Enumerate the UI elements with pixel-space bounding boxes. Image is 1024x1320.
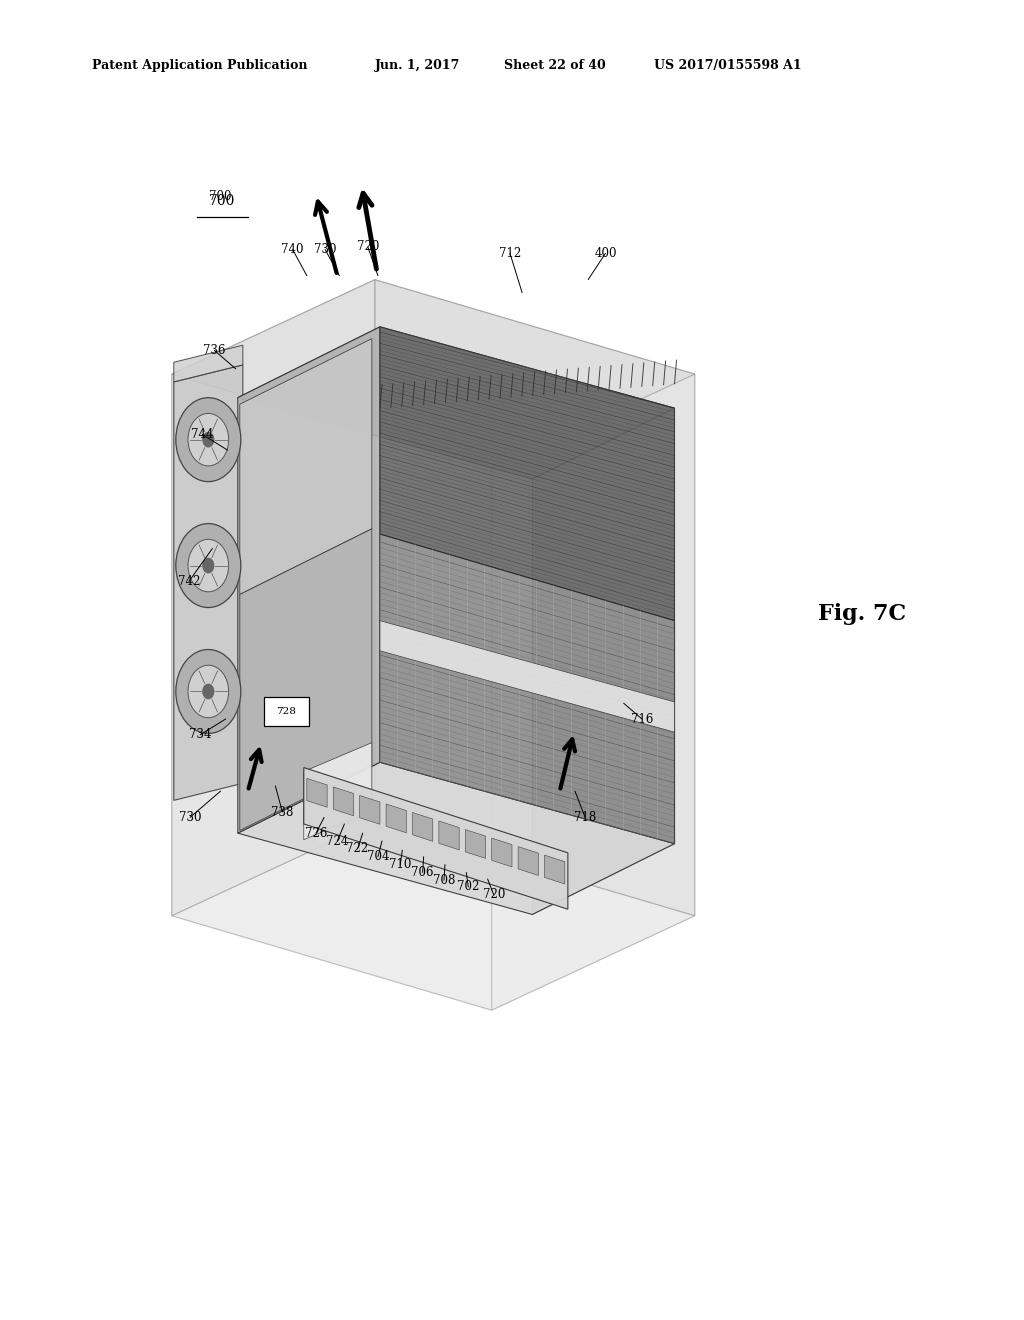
Text: 738: 738 — [271, 805, 294, 818]
Polygon shape — [545, 855, 565, 884]
Polygon shape — [238, 327, 380, 833]
Polygon shape — [172, 280, 375, 916]
Polygon shape — [518, 846, 539, 875]
Text: 722: 722 — [346, 842, 369, 855]
Text: 718: 718 — [574, 810, 596, 824]
Polygon shape — [307, 779, 327, 808]
Text: 736: 736 — [203, 345, 225, 356]
Circle shape — [202, 557, 214, 573]
Polygon shape — [304, 767, 568, 909]
Polygon shape — [174, 346, 243, 381]
Text: 716: 716 — [631, 713, 653, 726]
Text: Patent Application Publication: Patent Application Publication — [91, 59, 307, 73]
Text: 724: 724 — [326, 834, 348, 847]
Text: 710: 710 — [389, 858, 412, 871]
Polygon shape — [413, 813, 433, 841]
Text: 728: 728 — [276, 706, 297, 715]
Polygon shape — [238, 327, 675, 479]
Text: 730: 730 — [179, 810, 202, 824]
Polygon shape — [492, 374, 695, 1010]
Text: 400: 400 — [594, 247, 616, 260]
Polygon shape — [532, 408, 675, 915]
Text: Jun. 1, 2017: Jun. 1, 2017 — [375, 59, 460, 73]
Polygon shape — [238, 763, 675, 915]
Polygon shape — [465, 829, 485, 858]
Text: 702: 702 — [457, 880, 479, 894]
Polygon shape — [172, 280, 695, 469]
Polygon shape — [333, 787, 353, 816]
Polygon shape — [439, 821, 459, 850]
Polygon shape — [240, 529, 372, 830]
Text: 726: 726 — [305, 826, 327, 840]
Polygon shape — [375, 280, 695, 916]
Circle shape — [188, 540, 228, 591]
Polygon shape — [380, 327, 675, 620]
Polygon shape — [240, 339, 372, 594]
Text: 700: 700 — [209, 194, 236, 209]
Text: 712: 712 — [499, 247, 521, 260]
Polygon shape — [172, 374, 492, 1010]
Polygon shape — [304, 743, 372, 840]
Text: Sheet 22 of 40: Sheet 22 of 40 — [504, 59, 605, 73]
Text: 730: 730 — [314, 243, 336, 256]
Polygon shape — [380, 620, 675, 733]
Text: 708: 708 — [433, 874, 455, 887]
Text: 734: 734 — [189, 729, 211, 742]
Polygon shape — [386, 804, 407, 833]
Text: 742: 742 — [178, 574, 201, 587]
Text: US 2017/0155598 A1: US 2017/0155598 A1 — [654, 59, 802, 73]
Circle shape — [176, 397, 241, 482]
Circle shape — [202, 432, 214, 447]
Polygon shape — [492, 838, 512, 867]
Bar — [264, 697, 309, 726]
Text: 700: 700 — [209, 190, 231, 203]
Polygon shape — [359, 796, 380, 824]
Text: Fig. 7C: Fig. 7C — [818, 603, 906, 626]
Circle shape — [176, 649, 241, 734]
Text: 740: 740 — [282, 243, 304, 256]
Circle shape — [176, 524, 241, 607]
Circle shape — [188, 413, 228, 466]
Text: 720: 720 — [482, 888, 505, 902]
Polygon shape — [380, 535, 675, 843]
Circle shape — [202, 684, 214, 700]
Text: 706: 706 — [412, 866, 434, 879]
Circle shape — [188, 665, 228, 718]
Polygon shape — [172, 821, 695, 1010]
Text: 744: 744 — [190, 428, 213, 441]
Polygon shape — [174, 364, 243, 800]
Text: 704: 704 — [367, 850, 389, 863]
Text: 720: 720 — [356, 240, 379, 253]
